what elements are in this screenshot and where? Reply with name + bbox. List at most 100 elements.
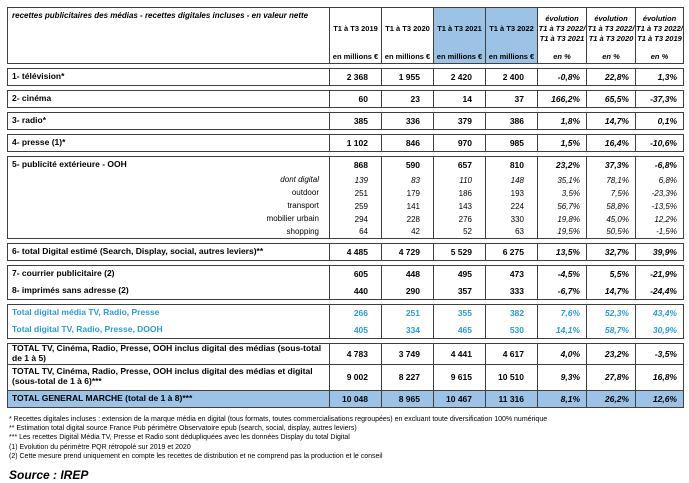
value-cell: 846 <box>381 134 434 152</box>
evolution-cell: -6,7% <box>537 282 587 300</box>
evolution-cell: 1,8% <box>537 112 587 130</box>
table-row: 7- courrier publicitaire (2) 605 448 495 473… <box>7 265 684 283</box>
table-row: 6- total Digital estimé (Search, Display… <box>7 243 684 261</box>
value-cell: 336 <box>381 112 434 130</box>
evolution-cell: -1,5% <box>635 225 684 239</box>
evolution-cell: 8,1% <box>537 389 587 408</box>
table-section: 2- cinéma 60 23 14 37 166,2% 65,5% -37,3% <box>7 90 684 108</box>
evolution-cell: 13,5% <box>537 243 587 261</box>
value-cell: 52 <box>433 225 486 239</box>
evolution-cell: 50,5% <box>586 225 636 239</box>
value-cell: 4 617 <box>485 343 538 365</box>
row-label: transport <box>7 199 330 213</box>
value-cell: 8 227 <box>381 363 434 391</box>
evolution-cell: -6,8% <box>635 156 684 174</box>
row-label: 7- courrier publicitaire (2) <box>7 265 330 283</box>
value-cell: 2 368 <box>329 68 382 86</box>
evolution-cell: 27,8% <box>586 363 636 391</box>
value-cell: 4 729 <box>381 243 434 261</box>
evolution-cell: -24,4% <box>635 282 684 300</box>
evolution-cell: 14,1% <box>537 321 587 339</box>
row-label: 2- cinéma <box>7 90 330 108</box>
source-label: Source : IREP <box>9 467 89 482</box>
value-cell: 357 <box>433 282 486 300</box>
evolution-cell: 45,0% <box>586 212 636 226</box>
footnote: (1) Evolution du périmètre PQR rétropolé… <box>9 443 191 451</box>
column-subheader: en millions € <box>329 49 382 64</box>
evolution-cell: 14,7% <box>586 112 636 130</box>
value-cell: 4 441 <box>433 343 486 365</box>
table-title: recettes publicitaires des médias - rece… <box>7 7 330 64</box>
value-cell: 139 <box>329 173 382 187</box>
value-cell: 473 <box>485 265 538 283</box>
value-cell: 37 <box>485 90 538 108</box>
value-cell: 42 <box>381 225 434 239</box>
value-cell: 386 <box>485 112 538 130</box>
value-cell: 259 <box>329 199 382 213</box>
value-cell: 530 <box>485 321 538 339</box>
table-row: 3- radio* 385 336 379 386 1,8% 14,7% 0,1% <box>7 112 684 130</box>
value-cell: 385 <box>329 112 382 130</box>
table-section: TOTAL TV, Cinéma, Radio, Presse, OOH inc… <box>7 343 684 408</box>
evolution-cell: -0,8% <box>537 68 587 86</box>
value-cell: 224 <box>485 199 538 213</box>
evolution-cell: 37,3% <box>586 156 636 174</box>
evolution-cell: -37,3% <box>635 90 684 108</box>
evolution-cell: -3,5% <box>635 343 684 365</box>
column-header: T1 à T3 2022 <box>485 7 538 50</box>
row-label: dont digital <box>7 173 330 187</box>
value-cell: 10 048 <box>329 389 382 408</box>
evolution-cell: 56,7% <box>537 199 587 213</box>
table-row: 8- imprimés sans adresse (2) 440 290 357 333… <box>7 282 684 300</box>
evolution-cell: 26,2% <box>586 389 636 408</box>
value-cell: 60 <box>329 90 382 108</box>
column-header: évolution T1 à T3 2022/ T1 à T3 2020 <box>586 7 636 50</box>
value-cell: 14 <box>433 90 486 108</box>
value-cell: 9 002 <box>329 363 382 391</box>
table-row: 1- télévision* 2 368 1 955 2 420 2 400 -0,8% 2… <box>7 68 684 86</box>
evolution-cell: 19,5% <box>537 225 587 239</box>
row-label: mobilier urbain <box>7 212 330 226</box>
value-cell: 179 <box>381 186 434 200</box>
value-cell: 228 <box>381 212 434 226</box>
table-section: 6- total Digital estimé (Search, Display… <box>7 243 684 261</box>
value-cell: 590 <box>381 156 434 174</box>
evolution-cell: 5,5% <box>586 265 636 283</box>
row-label: outdoor <box>7 186 330 200</box>
footnote: ** Estimation total digital source Franc… <box>9 424 357 432</box>
column-header: évolution T1 à T3 2022/ T1 à T3 2019 <box>635 7 684 50</box>
table-row: transport 259 141 143 224 56,7% 58,8% -13,5% <box>7 199 684 213</box>
table-section: 5- publicité extérieure - OOH 868 590 657 81… <box>7 156 684 239</box>
evolution-cell: 35,1% <box>537 173 587 187</box>
column-header: T1 à T3 2019 <box>329 7 382 50</box>
value-cell: 266 <box>329 304 382 322</box>
value-cell: 657 <box>433 156 486 174</box>
column-header: évolution T1 à T3 2022/ T1 à T3 2021 <box>537 7 587 50</box>
evolution-cell: 14,7% <box>586 282 636 300</box>
value-cell: 186 <box>433 186 486 200</box>
value-cell: 8 965 <box>381 389 434 408</box>
evolution-cell: 166,2% <box>537 90 587 108</box>
table-row: shopping 64 42 52 63 19,5% 50,5% -1,5% <box>7 225 684 239</box>
value-cell: 193 <box>485 186 538 200</box>
table-section: 3- radio* 385 336 379 386 1,8% 14,7% 0,1% <box>7 112 684 130</box>
evolution-cell: 0,1% <box>635 112 684 130</box>
evolution-cell: 23,2% <box>586 343 636 365</box>
column-header: T1 à T3 2020 <box>381 7 434 50</box>
table-row: dont digital 139 83 110 148 35,1% 78,1% 6,8% <box>7 173 684 187</box>
value-cell: 970 <box>433 134 486 152</box>
value-cell: 2 420 <box>433 68 486 86</box>
column-subheader: en % <box>635 49 684 64</box>
evolution-cell: -13,5% <box>635 199 684 213</box>
evolution-cell: 39,9% <box>635 243 684 261</box>
value-cell: 276 <box>433 212 486 226</box>
evolution-cell: 3,5% <box>537 186 587 200</box>
table-row: TOTAL TV, Cinéma, Radio, Presse, OOH inc… <box>7 363 684 391</box>
value-cell: 6 275 <box>485 243 538 261</box>
value-cell: 440 <box>329 282 382 300</box>
table-section: 1- télévision* 2 368 1 955 2 420 2 400 -0,8% 2… <box>7 68 684 86</box>
column-subheader: en % <box>537 49 587 64</box>
evolution-cell: 7,5% <box>586 186 636 200</box>
row-label: TOTAL TV, Cinéma, Radio, Presse, OOH inc… <box>7 363 330 391</box>
evolution-cell: -21,9% <box>635 265 684 283</box>
